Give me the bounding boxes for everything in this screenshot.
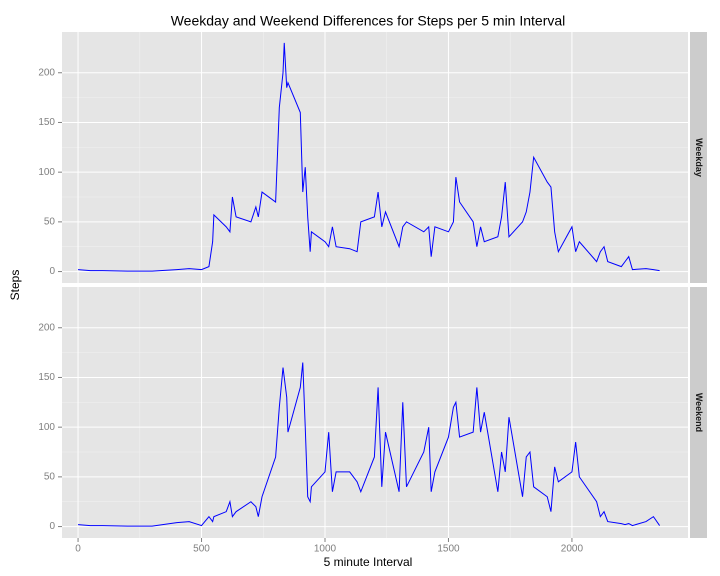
y-tick-label: 0 xyxy=(49,266,55,277)
chart-title: Weekday and Weekend Differences for Step… xyxy=(171,13,566,29)
y-tick-label: 0 xyxy=(49,521,55,532)
x-axis-label: 5 minute Interval xyxy=(324,555,413,569)
x-tick-label: 500 xyxy=(193,544,210,555)
y-tick-label: 100 xyxy=(38,422,55,433)
strip xyxy=(690,32,707,283)
series-line xyxy=(78,362,661,527)
y-tick-label: 150 xyxy=(38,117,55,128)
strip-label: Weekend xyxy=(694,393,704,432)
strip xyxy=(690,287,707,538)
y-axis-label: Steps xyxy=(8,270,22,301)
panel xyxy=(62,32,688,283)
panel xyxy=(62,287,688,538)
y-tick-label: 200 xyxy=(38,67,55,78)
x-tick-label: 1000 xyxy=(314,544,337,555)
x-tick-label: 1500 xyxy=(437,544,460,555)
y-tick-label: 100 xyxy=(38,167,55,178)
y-tick-label: 50 xyxy=(44,217,56,228)
y-tick-label: 150 xyxy=(38,372,55,383)
x-tick-label: 2000 xyxy=(561,544,584,555)
strip-label: Weekday xyxy=(694,138,704,177)
y-tick-label: 200 xyxy=(38,322,55,333)
x-tick-label: 0 xyxy=(75,544,81,555)
y-tick-label: 50 xyxy=(44,472,56,483)
series-line xyxy=(78,42,660,272)
